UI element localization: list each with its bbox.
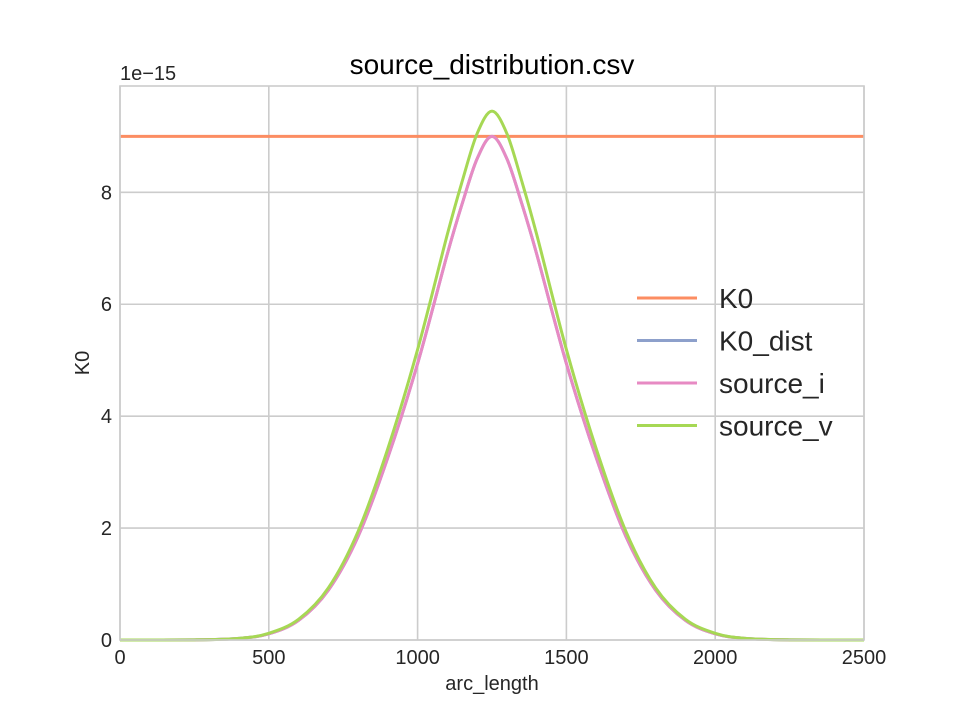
- y-tick-label: 4: [101, 406, 112, 428]
- chart-title: source_distribution.csv: [350, 49, 635, 80]
- x-tick-label: 0: [114, 647, 125, 669]
- legend-label-K0-dist: K0_dist: [719, 326, 813, 357]
- x-tick-label: 1000: [395, 647, 440, 669]
- x-tick-label: 500: [252, 647, 285, 669]
- y-axis-label: K0: [72, 351, 94, 375]
- series-lines: [119, 109, 865, 642]
- grid: [119, 86, 865, 641]
- x-tick-label: 2500: [842, 647, 887, 669]
- y-tick-label: 0: [101, 630, 112, 652]
- x-axis-label: arc_length: [445, 673, 538, 695]
- legend-label-source-i: source_i: [719, 368, 825, 399]
- legend-label-K0: K0: [719, 283, 753, 314]
- y-tick-labels: 0 2 4 6 8: [101, 182, 112, 652]
- plot-frame: [119, 85, 865, 641]
- series-line-source-v: [119, 109, 865, 642]
- y-offset-text: 1e−15: [120, 63, 176, 85]
- x-tick-label: 1500: [544, 647, 589, 669]
- legend-label-source-v: source_v: [719, 411, 833, 442]
- x-tick-label: 2000: [693, 647, 738, 669]
- y-tick-label: 6: [101, 294, 112, 316]
- y-tick-label: 2: [101, 518, 112, 540]
- x-tick-labels: 0 500 1000 1500 2000 2500: [114, 647, 886, 669]
- legend: K0 K0_dist source_i source_v: [637, 283, 833, 442]
- y-tick-label: 8: [101, 182, 112, 204]
